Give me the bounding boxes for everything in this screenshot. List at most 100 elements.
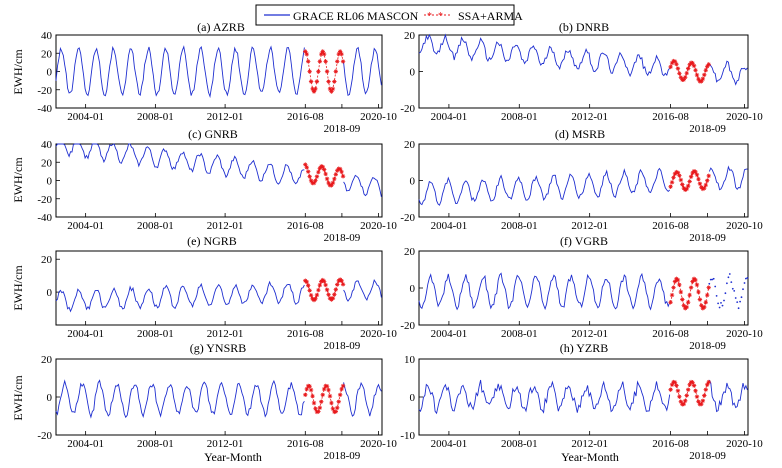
ssa-arma-point bbox=[339, 51, 344, 57]
ssa-arma-point bbox=[326, 387, 331, 393]
y-tick-label: 0 bbox=[47, 287, 53, 299]
ssa-arma-point bbox=[311, 400, 317, 406]
x-tick-label: 2012-01 bbox=[207, 220, 244, 232]
y-tick-label: 0 bbox=[410, 67, 416, 79]
ssa-arma-point bbox=[699, 303, 704, 308]
y-tick-label: 20 bbox=[41, 254, 53, 266]
ssa-arma-point bbox=[699, 79, 704, 84]
ssa-arma-point bbox=[694, 172, 700, 177]
legend: GRACE RL06 MASCON * * SSA+ARMA bbox=[255, 4, 523, 26]
y-tick-label: -20 bbox=[37, 194, 52, 206]
ssa-arma-point bbox=[314, 292, 320, 298]
ssa-arma-point bbox=[304, 51, 309, 57]
ssa-arma-point bbox=[706, 173, 711, 179]
x-tick-label: 2012-01 bbox=[571, 111, 608, 123]
ssa-arma-point bbox=[706, 285, 711, 290]
ssa-arma-point bbox=[696, 76, 701, 82]
ssa-arma-point bbox=[684, 304, 689, 310]
ssa-arma-point bbox=[690, 170, 695, 176]
grace-point bbox=[717, 302, 719, 305]
ssa-arma-point bbox=[684, 393, 689, 398]
legend-label-ssa: SSA+ARMA bbox=[458, 9, 523, 23]
x-tick-label: 2012-01 bbox=[571, 220, 608, 232]
ssa-arma-point bbox=[333, 172, 339, 177]
ssa-arma-point bbox=[307, 174, 312, 179]
legend-marker-ssa: * bbox=[427, 11, 432, 22]
x-tick-label: 2020-10 bbox=[726, 220, 763, 232]
ssa-arma-point bbox=[323, 282, 328, 288]
ssa-arma-point bbox=[324, 287, 330, 293]
ssa-arma-point bbox=[333, 287, 339, 292]
ssa-arma-point bbox=[304, 165, 309, 170]
ssa-arma-point bbox=[335, 168, 340, 173]
ssa-arma-point bbox=[705, 178, 710, 183]
grace-point bbox=[739, 300, 741, 303]
x-tick-label: 2012-01 bbox=[207, 111, 244, 123]
x-tick-label: 2012-01 bbox=[571, 328, 608, 340]
y-tick-label: 20 bbox=[404, 246, 416, 258]
ssa-arma-point bbox=[677, 394, 682, 399]
ssa-arma-point bbox=[320, 164, 325, 170]
ssa-arma-point bbox=[702, 72, 707, 77]
ssa-arma-point bbox=[697, 181, 703, 186]
ssa-arma-point bbox=[669, 180, 675, 185]
plot-area bbox=[55, 34, 383, 109]
ssa-arma-point bbox=[678, 399, 684, 404]
y-axis-label: EWH/cm bbox=[11, 265, 25, 311]
ssa-arma-point bbox=[678, 289, 684, 295]
ssa-arma-point bbox=[671, 285, 676, 290]
x-tick-label: 2004-01 bbox=[431, 328, 468, 340]
ssa-arma-point bbox=[687, 382, 692, 387]
grace-point bbox=[720, 302, 722, 304]
panel-title: (g) YNSRB bbox=[190, 341, 247, 355]
grace-point bbox=[745, 277, 747, 280]
ssa-arma-point bbox=[690, 60, 695, 66]
x-tick-label: 2008-01 bbox=[137, 220, 174, 232]
ssa-arma-point bbox=[303, 162, 308, 167]
grace-point bbox=[727, 276, 730, 279]
ssa-arma-point bbox=[700, 398, 706, 404]
ssa-arma-point bbox=[705, 382, 710, 387]
ssa-arma-point bbox=[327, 393, 333, 399]
ssa-arma-point bbox=[696, 399, 701, 404]
y-tick-label: 20 bbox=[404, 139, 416, 151]
ssa-arma-point bbox=[311, 89, 317, 94]
grace-point bbox=[711, 278, 714, 281]
y-tick-label: 10 bbox=[404, 354, 416, 366]
panel-title: (f) VGRB bbox=[560, 234, 608, 248]
ssa-arma-point bbox=[674, 383, 679, 388]
y-tick-label: -40 bbox=[37, 212, 52, 224]
x-tick-label: 2012-01 bbox=[207, 328, 244, 340]
ssa-arma-point bbox=[700, 76, 706, 82]
ssa-arma-point bbox=[330, 295, 336, 301]
x-tick-label: 2008-01 bbox=[501, 220, 538, 232]
ssa-arma-point bbox=[678, 177, 684, 183]
grace-point bbox=[724, 292, 727, 295]
ssa-arma-point bbox=[669, 60, 675, 66]
ssa-arma-point bbox=[688, 174, 694, 179]
x-tick-label: 2020-10 bbox=[360, 220, 397, 232]
ssa-arma-point bbox=[303, 49, 308, 54]
panel-ngrb: (e) NGRB EWH/cm 0 20 2004-01 2008-01 2012-01… bbox=[11, 234, 397, 352]
ssa-arma-point bbox=[317, 166, 323, 171]
x-tick-label: 2012-01 bbox=[571, 438, 608, 450]
ssa-arma-point bbox=[339, 278, 344, 283]
ssa-arma-point bbox=[335, 282, 340, 287]
y-tick-label: -20 bbox=[37, 430, 52, 442]
x-tick-label: 2016-08 bbox=[652, 328, 689, 340]
x-tick-label: 2004-01 bbox=[67, 328, 104, 340]
ssa-arma-point bbox=[703, 68, 708, 73]
ssa-arma-point bbox=[307, 384, 312, 389]
ssa-arma-point bbox=[699, 401, 704, 407]
grace-point bbox=[728, 273, 731, 275]
ssa-arma-line bbox=[670, 381, 710, 405]
grace-line bbox=[708, 165, 748, 191]
ssa-arma-point bbox=[671, 175, 676, 180]
x-tick-label: 2004-01 bbox=[67, 111, 104, 123]
ssa-arma-point bbox=[706, 379, 711, 385]
ssa-arma-point bbox=[684, 186, 689, 192]
ssa-arma-point bbox=[681, 77, 686, 82]
ssa-arma-point bbox=[674, 169, 679, 175]
ssa-arma-point bbox=[319, 164, 324, 169]
legend-box bbox=[255, 4, 515, 26]
